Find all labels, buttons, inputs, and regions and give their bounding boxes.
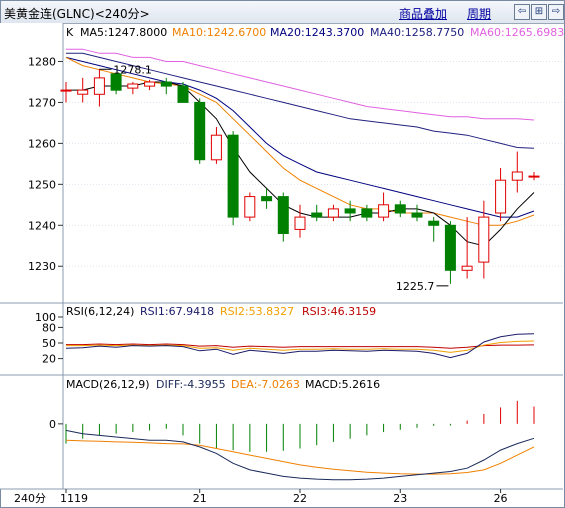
x-tick-label: 26: [494, 492, 508, 505]
candle-body: [378, 204, 390, 218]
x-tick-label: 1119: [60, 492, 88, 505]
candle-body: [210, 134, 222, 161]
window-title: 美黄金连(GLNC)<240分>: [4, 7, 150, 21]
rsi1-line: [65, 333, 535, 359]
candle-body: [411, 212, 423, 218]
candle-body: [77, 89, 89, 95]
candle-body: [495, 179, 507, 214]
candle-body: [528, 175, 540, 178]
y-tick-label: 1250: [28, 178, 56, 191]
y-axis-area: [0, 23, 63, 489]
menu-product-overlay[interactable]: 商品叠加: [399, 7, 448, 21]
candle-body: [110, 73, 122, 91]
dea-line: [65, 439, 535, 475]
y-tick-label: 1240: [28, 219, 56, 232]
legend-ma40: MA40:1258.7750: [370, 26, 464, 39]
macd-legend-diff: DIFF:-4.3955: [156, 378, 226, 391]
candle-body: [511, 171, 523, 181]
low-annotation-label: 1225.7: [396, 280, 435, 293]
candle-body: [160, 81, 172, 87]
menu-period[interactable]: 周期: [467, 7, 492, 21]
fit-view-button[interactable]: ⊞: [531, 4, 547, 20]
candle-body: [428, 220, 440, 226]
title-bar: 美黄金连(GLNC)<240分> 商品叠加 周期 ⇦ ⊞ ⇨: [1, 1, 564, 24]
candle-body: [244, 196, 256, 218]
ma60-line: [66, 48, 535, 121]
rsi-legend-rsi3: RSI3:46.3159: [302, 305, 376, 318]
macd-tick-label: 0: [49, 418, 56, 431]
candle-body: [327, 208, 339, 218]
candle-body: [394, 204, 406, 214]
rsi-legend-rsi1: RSI1:67.9418: [140, 305, 214, 318]
legend-ma10: MA10:1242.6700: [172, 26, 266, 39]
candle-body: [444, 224, 456, 271]
legend-ma5: MA5:1247.8000: [80, 26, 167, 39]
candle-body: [261, 196, 273, 202]
candle-body: [227, 134, 239, 218]
candle-body: [344, 208, 356, 214]
x-tick-label: 22: [293, 492, 307, 505]
rsi3-line: [66, 343, 535, 349]
candle-body: [177, 85, 189, 103]
rsi-tick-label: 20: [42, 353, 56, 366]
rsi-legend-rsi2: RSI2:53.8327: [220, 305, 294, 318]
candle-body: [60, 89, 72, 92]
x-tick-label: 21: [193, 492, 207, 505]
rsi-tick-label: 80: [42, 321, 56, 334]
macd-legend-dea: DEA:-7.0263: [231, 378, 300, 391]
candle-body: [93, 77, 105, 95]
y-tick-label: 1260: [28, 137, 56, 150]
ma20-line: [65, 56, 535, 218]
rsi-tick-label: 100: [35, 311, 56, 324]
candle-body: [194, 101, 206, 161]
diff-line: [65, 429, 535, 481]
scroll-right-button[interactable]: ⇨: [548, 4, 564, 20]
x-tick-label: 23: [393, 492, 407, 505]
macd-legend-title: MACD(26,12,9): [66, 378, 150, 391]
y-tick-label: 1230: [28, 260, 56, 273]
y-tick-label: 1280: [28, 55, 56, 68]
legend-ma20: MA20:1243.3700: [270, 26, 364, 39]
rsi-legend-title: RSI(6,12,24): [66, 305, 134, 318]
candle-body: [144, 81, 156, 87]
candle-body: [461, 265, 473, 271]
scroll-left-button[interactable]: ⇦: [514, 4, 530, 20]
candle-body: [361, 208, 373, 218]
candle-body: [478, 216, 490, 263]
candle-body: [277, 196, 289, 235]
ma40-line: [66, 52, 535, 149]
macd-legend-macd: MACD:5.2616: [305, 378, 380, 391]
candle-body: [311, 212, 323, 218]
y-tick-label: 1270: [28, 96, 56, 109]
high-annotation-label: 1278.1: [113, 63, 152, 76]
legend-ma60: MA60:1265.6983: [470, 26, 564, 39]
candle-body: [127, 83, 139, 89]
legend-k: K: [66, 26, 74, 39]
period-label: 240分: [14, 492, 46, 505]
rsi-tick-label: 50: [42, 337, 56, 350]
candle-body: [294, 216, 306, 230]
ma10-line: [65, 56, 535, 226]
